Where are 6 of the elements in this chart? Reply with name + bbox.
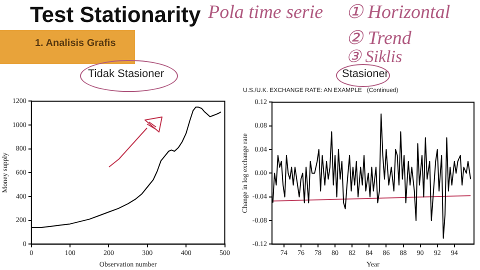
text: ① Horizontal — [346, 1, 450, 24]
text: Pola time serie — [208, 2, 324, 24]
chart-title: Stasioner — [342, 68, 388, 80]
chart-title: Tidak Stasioner — [88, 68, 164, 80]
text: Test Stationarity — [30, 2, 201, 28]
text: 1. Analisis Grafis — [35, 38, 116, 49]
